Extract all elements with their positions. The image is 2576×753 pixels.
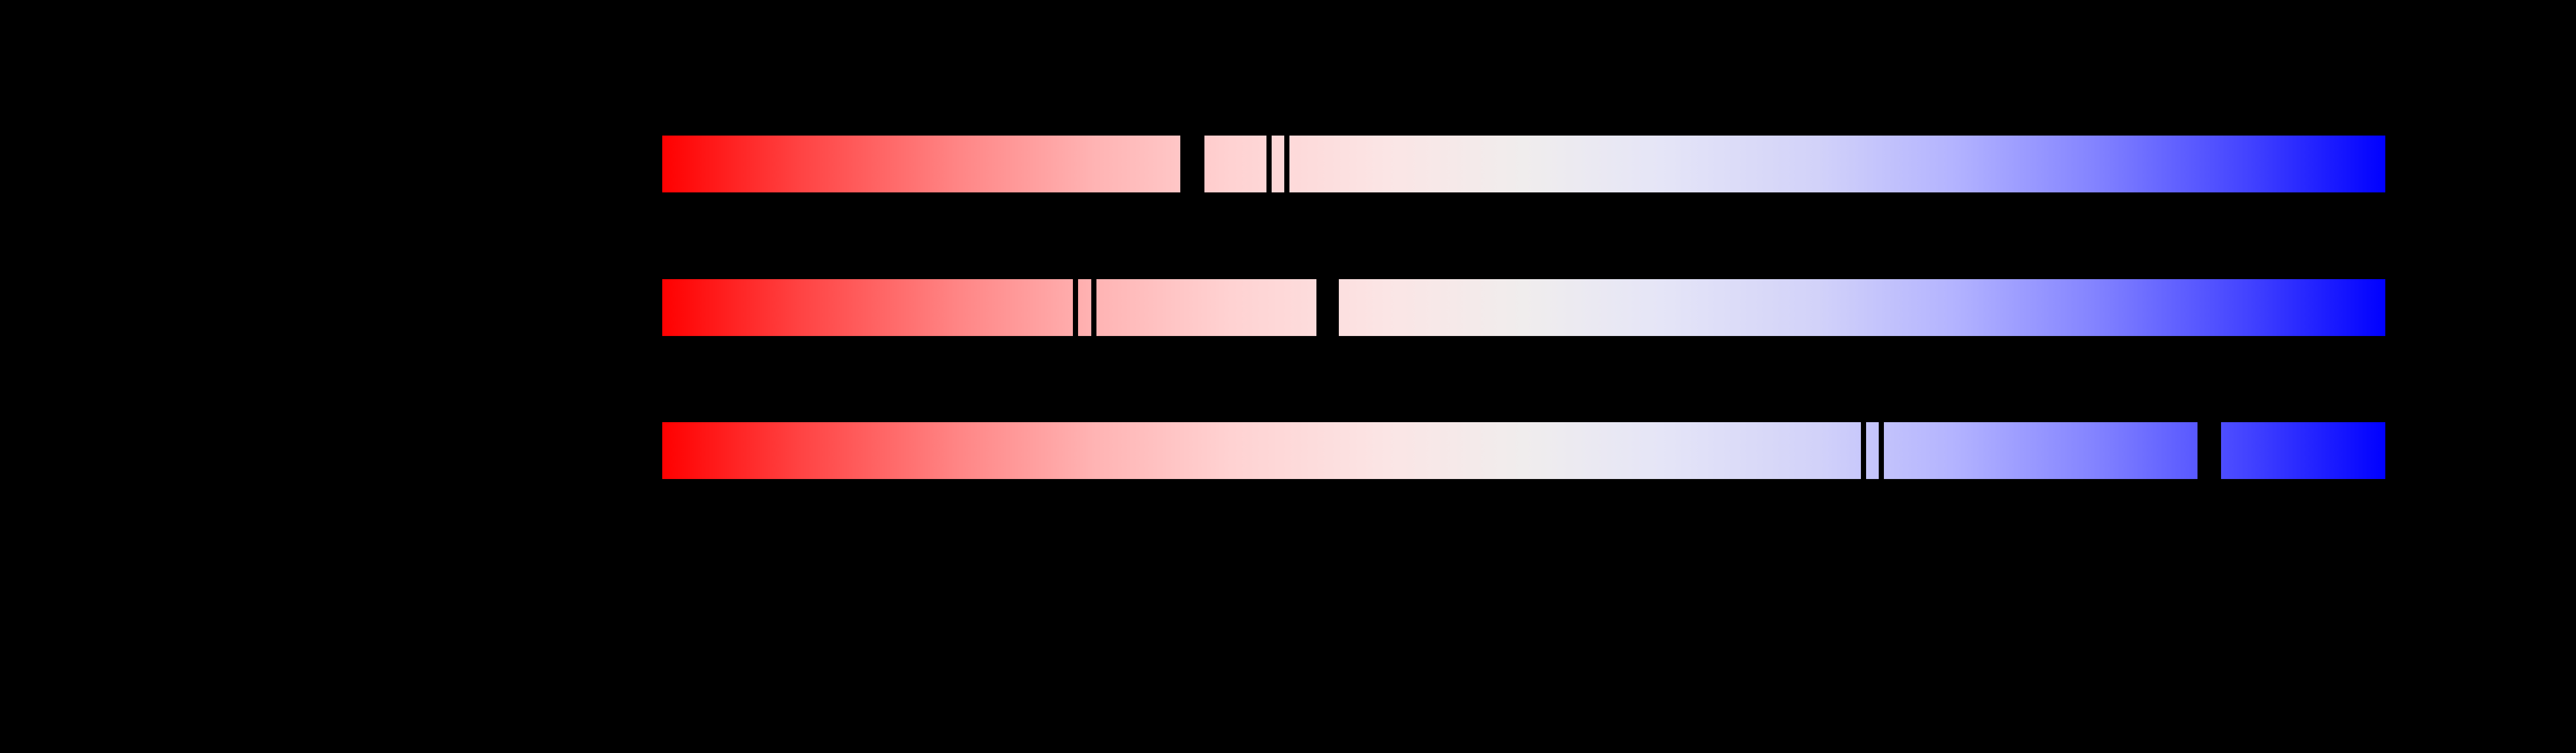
thin-slit-break	[1861, 422, 1866, 480]
thin-slit-break	[1266, 135, 1272, 193]
gradient-bar-bar-1	[662, 135, 2385, 193]
wide-gap-break	[1180, 135, 1204, 193]
thin-slit-break	[1879, 422, 1884, 480]
gradient-bar-bar-2	[662, 279, 2385, 337]
thin-slit-break	[1073, 279, 1078, 337]
gradient-bar-bar-3	[662, 422, 2385, 480]
thin-slit-break	[1091, 279, 1096, 337]
thin-slit-break	[1284, 135, 1289, 193]
wide-gap-break	[2197, 422, 2221, 480]
wide-gap-break	[1316, 279, 1339, 337]
